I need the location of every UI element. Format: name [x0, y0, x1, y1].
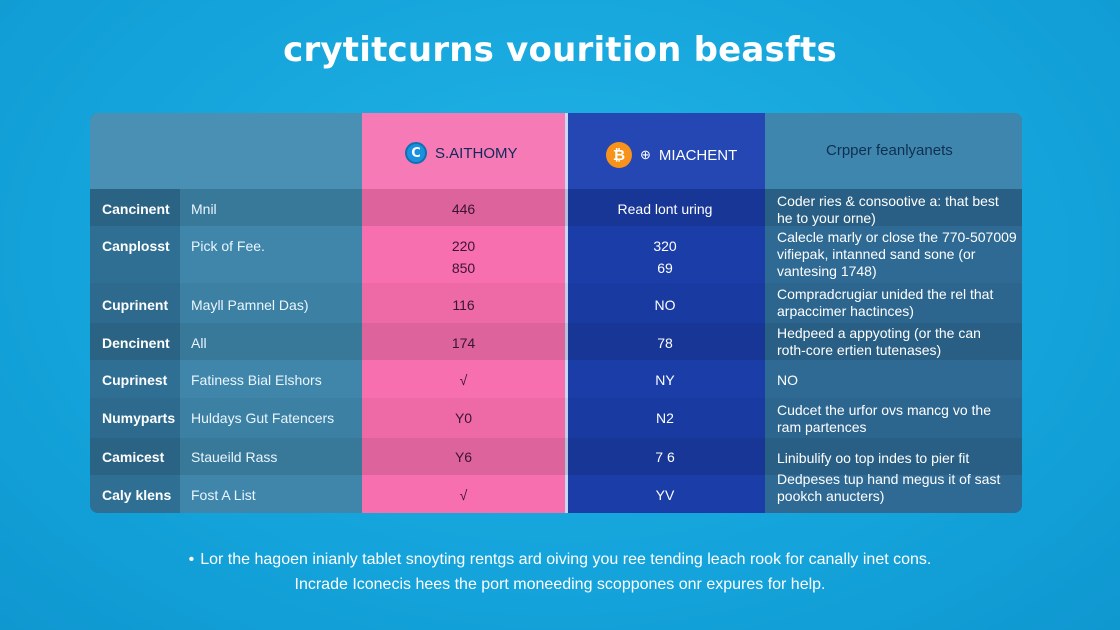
header-empty-cell [90, 113, 362, 189]
row-stripe [90, 398, 1022, 438]
page-title: crytitcurns vourition beasfts [283, 30, 837, 70]
footer-line-2: Incrade Iconecis hees the port moneeding… [294, 576, 826, 593]
footer-text-1: Lor the hagoen inianly tablet snoyting r… [200, 551, 932, 568]
row-subcategory: Fost A List [191, 487, 256, 503]
row-value-e: Coder ries & consootive a: that best he … [777, 193, 1017, 227]
row-value-d: 7 6 [655, 449, 675, 465]
row-stripe [90, 283, 1022, 323]
bitcoin-icon: ₿ [606, 142, 632, 168]
row-e-line: pookch anucters) [777, 488, 885, 504]
header-cell-d [565, 113, 765, 189]
footer-line-1: • Lor the hagoen inianly tablet snoyting … [0, 551, 1120, 569]
table-row: Caly klens Fost A List √ YV Dedpeses tup… [90, 471, 1022, 513]
row-value-c: 116 [452, 297, 475, 313]
row-e-line: vantesing 1748) [777, 263, 877, 279]
row-category: Caly klens [102, 487, 172, 503]
bullet-icon: • [188, 551, 195, 568]
row-e-line: vifiepak, intanned sand sone (or [777, 246, 976, 262]
row-category: Numyparts [102, 410, 176, 426]
header-d-label-group: ₿ ⊕ MIACHENT [606, 142, 737, 168]
row-value-e: Hedpeed a appyoting (or the can roth-cor… [777, 325, 1017, 359]
header-cell-c [362, 113, 565, 189]
row-category: Cuprinest [102, 372, 168, 388]
row-value-e: NO [777, 372, 1017, 389]
comparison-table: C S.AITHOMY ₿ ⊕ MIACHENT Crpper feanlyan… [90, 113, 1022, 513]
header-d-label: MIACHENT [658, 146, 738, 164]
row-subcategory: All [191, 335, 207, 351]
row-value-d: NY [655, 372, 675, 388]
row-category: Cancinent [102, 201, 170, 217]
row-e-line: he to your orne) [777, 210, 876, 226]
row-subcategory: Pick of Fee. [191, 238, 265, 254]
table-header: C S.AITHOMY ₿ ⊕ MIACHENT Crpper feanlyan… [90, 113, 1022, 189]
table-row: Cancinent Mnil 446 Read lont uring Coder… [90, 189, 1022, 226]
row-value-d-2: 69 [657, 260, 673, 276]
row-e-line: Cudcet the urfor ovs mancg vo the [777, 402, 991, 418]
row-value-c: Y0 [454, 410, 473, 426]
row-subcategory: Staueild Rass [191, 449, 278, 465]
row-stripe [90, 323, 1022, 360]
row-category: Camicest [102, 449, 165, 465]
column-divider [565, 113, 568, 513]
row-value-c: √ [459, 372, 468, 388]
table-row: Camicest Staueild Rass Y6 7 6 Linibulify… [90, 438, 1022, 475]
table-row: Cuprinent Mayll Pamnel Das) 116 NO Compr… [90, 283, 1022, 323]
row-value-c: 220 [451, 238, 476, 254]
header-cell-e [765, 113, 1022, 189]
row-stripe [90, 189, 1022, 226]
row-subcategory: Mnil [191, 201, 217, 217]
row-e-line: Compradcrugiar unided the rel that [777, 286, 994, 302]
row-value-d: YV [655, 487, 675, 503]
row-value-c: Y6 [454, 449, 473, 465]
row-subcategory: Fatiness Bial Elshors [191, 372, 322, 388]
row-e-line: Coder ries & consootive a: that best [777, 193, 999, 209]
row-stripe [90, 438, 1022, 475]
row-e-line: Linibulify oo top indes to pier fit [777, 450, 970, 466]
globe-icon: ⊕ [640, 147, 651, 162]
header-c-label: S.AITHOMY [435, 144, 518, 162]
row-category: Dencinent [102, 335, 170, 351]
row-e-line: ram partences [777, 419, 867, 435]
row-value-d: 78 [657, 335, 673, 351]
row-e-line: Hedpeed a appyoting (or the can [777, 325, 981, 341]
header-e-label: Crpper feanlyanets [826, 142, 953, 159]
table-row: Cuprinest Fatiness Bial Elshors √ NY NO [90, 360, 1022, 398]
row-value-c: 174 [451, 335, 476, 351]
coin-c-icon: C [405, 142, 427, 164]
row-value-c: √ [459, 487, 468, 503]
row-e-line: Dedpeses tup hand megus it of sast [777, 471, 1001, 487]
table-row: Dencinent All 174 78 Hedpeed a appyoting… [90, 323, 1022, 360]
row-subcategory: Huldays Gut Fatencers [191, 410, 335, 426]
row-value-e: Calecle marly or close the 770-507009 vi… [777, 229, 1017, 280]
table-row: Canplosst Pick of Fee. 220 850 320 69 Ca… [90, 226, 1022, 283]
row-category: Canplosst [102, 238, 170, 254]
row-e-line: roth-core ertien tutenases) [777, 342, 942, 358]
row-value-c: 446 [451, 201, 476, 217]
row-value-d: NO [654, 297, 676, 313]
row-value-e: Dedpeses tup hand megus it of sast pookc… [777, 471, 1017, 505]
row-category: Cuprinent [102, 297, 169, 313]
row-e-line: NO [777, 372, 798, 388]
row-value-c-2: 850 [451, 260, 476, 276]
table-row: Numyparts Huldays Gut Fatencers Y0 N2 Cu… [90, 398, 1022, 438]
row-value-d: 320 [653, 238, 677, 254]
header-c-label-group: C S.AITHOMY [405, 142, 518, 164]
row-value-d: N2 [656, 410, 674, 426]
row-value-e: Cudcet the urfor ovs mancg vo the ram pa… [777, 402, 1017, 436]
row-value-e: Compradcrugiar unided the rel that arpac… [777, 286, 1017, 320]
row-subcategory: Mayll Pamnel Das) [191, 297, 309, 313]
row-value-d: Read lont uring [617, 201, 713, 217]
row-e-line: Calecle marly or close the 770-507009 [777, 229, 1017, 245]
row-value-e: Linibulify oo top indes to pier fit [777, 450, 1017, 467]
row-e-line: arpaccimer hactinces) [777, 303, 914, 319]
